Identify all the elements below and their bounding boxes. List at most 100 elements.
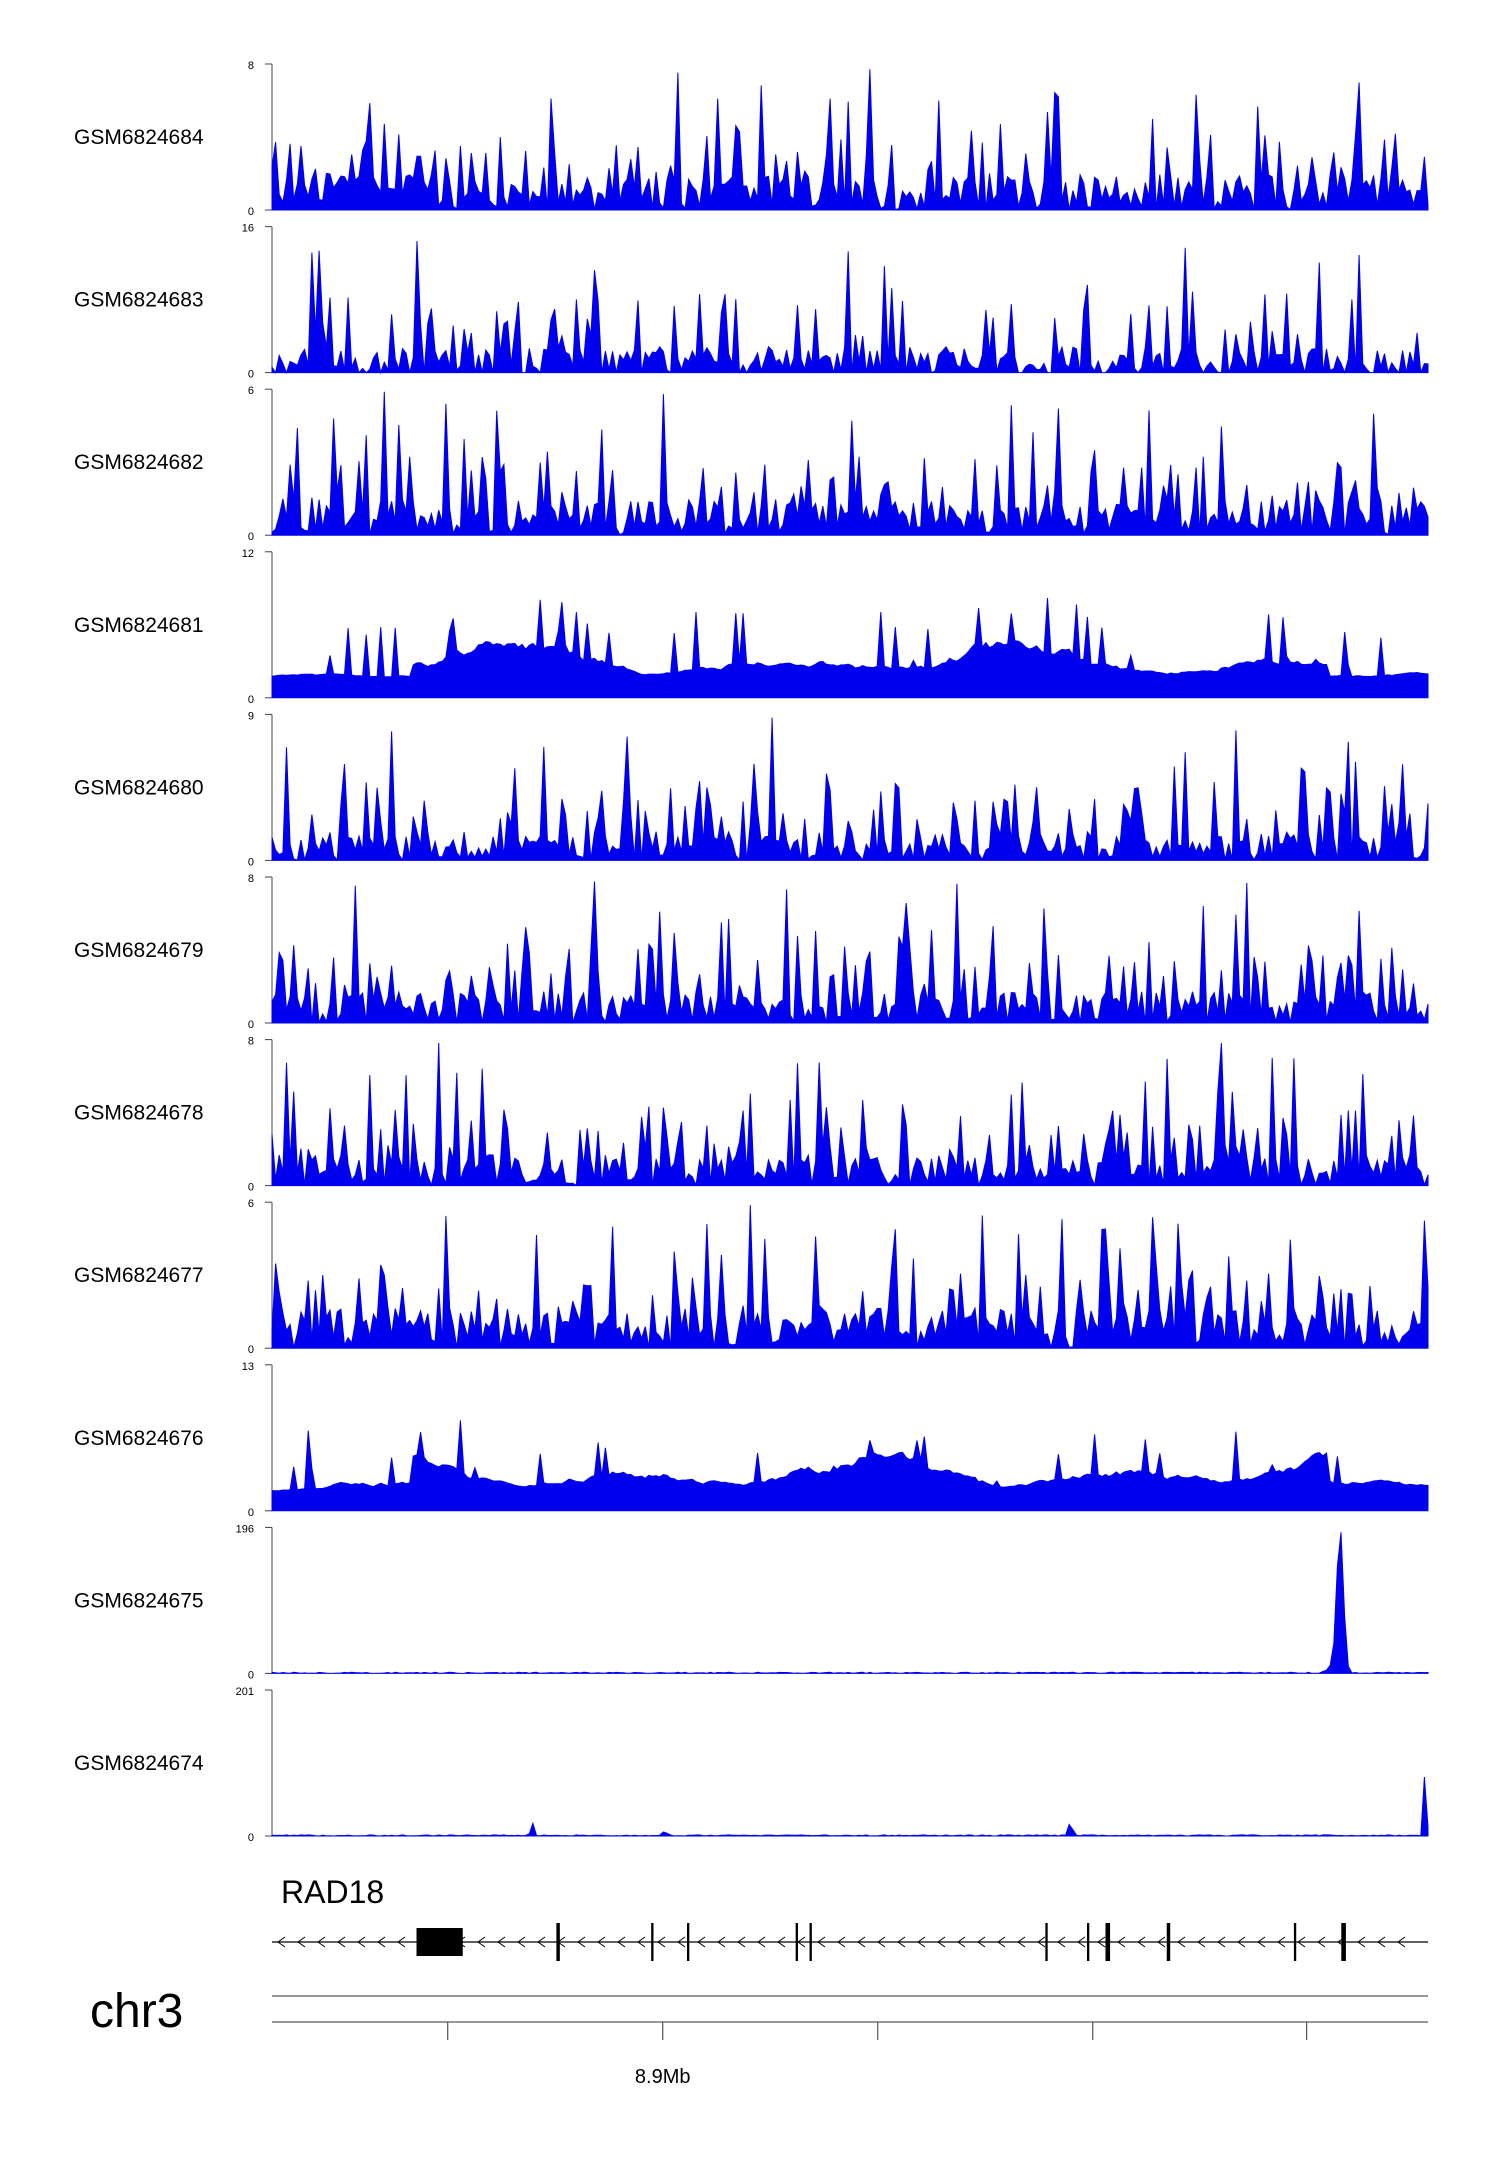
gene-exon — [1293, 1923, 1297, 1961]
strand-arrow — [297, 1936, 306, 1948]
strand-arrow — [597, 1936, 606, 1948]
track-label: GSM6824678 — [74, 1102, 204, 1125]
strand-arrow — [817, 1936, 826, 1948]
gene-exon — [556, 1923, 560, 1961]
gene-exon — [416, 1928, 463, 1956]
strand-arrow — [777, 1936, 786, 1948]
track-GSM6824683: GSM6824683 16 0 — [74, 223, 1429, 381]
track-label: GSM6824682 — [74, 451, 204, 474]
signal-area — [271, 240, 1429, 375]
gene-exon — [1086, 1923, 1090, 1961]
track-GSM6824677: GSM6824677 6 0 — [74, 1198, 1429, 1356]
strand-arrow — [357, 1936, 366, 1948]
strand-arrow — [937, 1936, 946, 1948]
strand-arrow — [1057, 1936, 1066, 1948]
y-min-label: 0 — [248, 1344, 254, 1356]
strand-arrow — [717, 1936, 726, 1948]
gene-exon — [1341, 1923, 1346, 1961]
strand-arrow — [497, 1936, 506, 1948]
strand-arrow — [377, 1936, 386, 1948]
strand-arrow — [957, 1936, 966, 1948]
gene-name-label: RAD18 — [281, 1874, 384, 1910]
strand-arrow — [677, 1936, 686, 1948]
strand-arrow — [1037, 1936, 1046, 1948]
y-max-label: 8 — [248, 60, 254, 72]
gene-exon — [809, 1923, 812, 1961]
strand-arrow — [837, 1936, 846, 1948]
strand-arrow — [397, 1936, 406, 1948]
track-GSM6824680: GSM6824680 9 0 — [74, 710, 1429, 868]
y-min-label: 0 — [248, 1669, 254, 1681]
track-GSM6824678: GSM6824678 8 0 — [74, 1036, 1429, 1194]
y-max-label: 6 — [248, 385, 254, 397]
strand-arrow — [1397, 1936, 1406, 1948]
gene-track: RAD18 — [272, 1874, 1428, 1961]
strand-arrow — [1257, 1936, 1266, 1948]
strand-arrow — [917, 1936, 926, 1948]
coordinate-label: 8.9Mb — [635, 2066, 691, 2088]
track-label: GSM6824680 — [74, 776, 204, 799]
strand-arrow — [997, 1936, 1006, 1948]
track-label: GSM6824677 — [74, 1264, 204, 1287]
track-label: GSM6824679 — [74, 939, 204, 962]
track-label: GSM6824674 — [74, 1752, 204, 1775]
chromosome-axis: chr3 8.9Mb — [90, 1985, 1428, 2088]
signal-area — [271, 1205, 1429, 1349]
track-GSM6824674: GSM6824674 201 0 — [74, 1686, 1429, 1844]
y-min-label: 0 — [248, 1182, 254, 1194]
y-min-label: 0 — [248, 1832, 254, 1844]
strand-arrow — [1197, 1936, 1206, 1948]
strand-arrow — [1177, 1936, 1186, 1948]
signal-area — [271, 1420, 1429, 1512]
gene-exon — [687, 1923, 690, 1961]
strand-arrow — [1277, 1936, 1286, 1948]
strand-arrow — [897, 1936, 906, 1948]
signal-area — [271, 717, 1429, 862]
strand-arrow — [277, 1936, 286, 1948]
gene-exon — [1045, 1923, 1048, 1961]
track-GSM6824675: GSM6824675 196 0 — [74, 1523, 1429, 1681]
strand-arrow — [1077, 1936, 1086, 1948]
strand-arrow — [577, 1936, 586, 1948]
y-min-label: 0 — [248, 1507, 254, 1519]
y-max-label: 9 — [248, 710, 254, 722]
strand-arrow — [977, 1936, 986, 1948]
strand-arrow — [1297, 1936, 1306, 1948]
y-max-label: 8 — [248, 1036, 254, 1048]
strand-arrow — [617, 1936, 626, 1948]
y-min-label: 0 — [248, 694, 254, 706]
strand-arrow — [757, 1936, 766, 1948]
gene-exon — [651, 1923, 654, 1961]
strand-arrow — [517, 1936, 526, 1948]
strand-arrow — [877, 1936, 886, 1948]
track-GSM6824684: GSM6824684 8 0 — [74, 60, 1429, 218]
y-min-label: 0 — [248, 369, 254, 381]
signal-area — [271, 69, 1429, 211]
track-label: GSM6824676 — [74, 1427, 204, 1450]
strand-arrow — [1357, 1936, 1366, 1948]
strand-arrow — [1137, 1936, 1146, 1948]
signal-area — [271, 1532, 1429, 1674]
track-GSM6824679: GSM6824679 8 0 — [74, 873, 1429, 1031]
track-GSM6824676: GSM6824676 13 0 — [74, 1361, 1429, 1519]
chromosome-label: chr3 — [90, 1985, 183, 2038]
track-GSM6824682: GSM6824682 6 0 — [74, 385, 1429, 543]
strand-arrow — [697, 1936, 706, 1948]
track-label: GSM6824683 — [74, 289, 204, 312]
strand-arrow — [337, 1936, 346, 1948]
signal-tracks: GSM682468480GSM6824683160GSM682468260GSM… — [74, 60, 1429, 1844]
strand-arrow — [797, 1936, 806, 1948]
strand-arrow — [637, 1936, 646, 1948]
strand-arrow — [477, 1936, 486, 1948]
y-max-label: 12 — [242, 548, 254, 560]
y-max-label: 6 — [248, 1198, 254, 1210]
strand-arrow — [1317, 1936, 1326, 1948]
track-label: GSM6824675 — [74, 1589, 204, 1612]
strand-arrow — [317, 1936, 326, 1948]
y-max-label: 16 — [242, 223, 254, 235]
strand-arrow — [1157, 1936, 1166, 1948]
signal-area — [271, 1042, 1429, 1188]
y-min-label: 0 — [248, 206, 254, 218]
signal-area — [271, 1776, 1429, 1837]
